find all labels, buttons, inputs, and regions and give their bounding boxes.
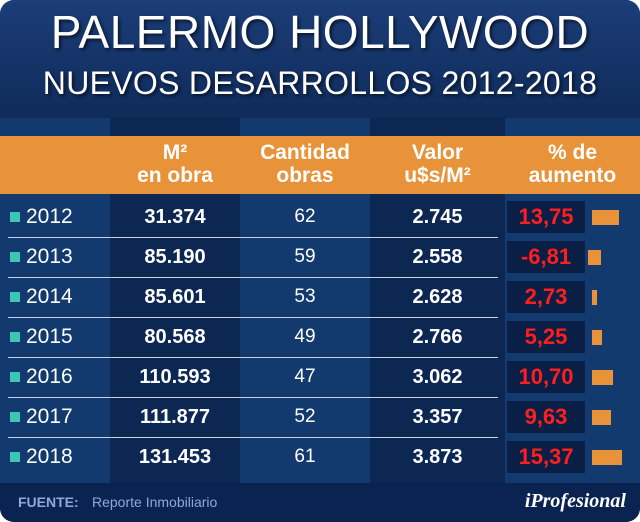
cantidad-value: 49 <box>294 326 316 347</box>
valor-value: 3.873 <box>412 446 463 468</box>
year-marker <box>10 292 20 302</box>
header-cantidad-line1: Cantidad <box>260 141 350 164</box>
row-divider <box>8 317 498 318</box>
row-divider <box>8 277 498 278</box>
year-label: 2014 <box>26 285 73 308</box>
header-m2-line1: M² <box>162 141 188 164</box>
header-m2-line2: en obra <box>137 164 213 187</box>
pct-value-box <box>507 281 585 313</box>
pct-value-box <box>507 201 585 233</box>
header-pct: % de aumento <box>505 141 640 191</box>
m2-value: 110.593 <box>139 366 211 388</box>
year-label: 2018 <box>26 445 73 468</box>
valor-value: 3.357 <box>412 406 463 428</box>
row-divider <box>8 237 498 238</box>
pct-value: 13,75 <box>518 204 574 229</box>
header-pct-line2: aumento <box>528 164 617 187</box>
year-marker <box>10 212 20 222</box>
title-area: PALERMO HOLLYWOOD NUEVOS DESARROLLOS 201… <box>0 0 640 118</box>
row-divider <box>8 437 498 438</box>
m2-value: 85.190 <box>144 246 206 268</box>
valor-value: 2.766 <box>412 326 463 348</box>
pct-value: 9,63 <box>524 404 568 429</box>
pct-bar <box>592 290 597 305</box>
pct-value: 10,70 <box>518 364 574 389</box>
header-cantidad-line2: obras <box>276 164 334 187</box>
chart-subtitle: NUEVOS DESARROLLOS 2012-2018 <box>42 65 598 101</box>
pct-value: 2,73 <box>524 284 568 309</box>
header-band <box>0 136 640 194</box>
pct-value-box <box>507 441 585 473</box>
pct-value: 5,25 <box>524 324 568 349</box>
m2-value: 85.601 <box>144 286 206 308</box>
cantidad-value: 59 <box>294 246 316 267</box>
row-divider <box>8 357 498 358</box>
pct-value-box <box>507 361 585 393</box>
pct-bar <box>592 450 622 465</box>
header-valor-line2: u$s/M² <box>404 164 471 187</box>
pct-bar <box>588 250 601 265</box>
year-label: 2017 <box>26 405 73 428</box>
m2-value: 111.877 <box>139 406 211 428</box>
chart-title: PALERMO HOLLYWOOD <box>50 6 590 58</box>
pct-value-box <box>507 401 585 433</box>
header-valor-line1: Valor <box>411 141 464 164</box>
year-marker <box>10 332 20 342</box>
valor-value: 2.628 <box>412 286 463 308</box>
source-text: Reporte Inmobiliario <box>92 494 218 510</box>
pct-value: 15,37 <box>518 444 574 469</box>
header-valor: Valor u$s/M² <box>370 141 505 191</box>
pct-bar <box>592 370 613 385</box>
pct-value-box <box>507 321 585 353</box>
year-label: 2015 <box>26 325 73 348</box>
cantidad-value: 52 <box>294 406 316 427</box>
year-marker <box>10 412 20 422</box>
valor-value: 2.558 <box>412 246 463 268</box>
cantidad-value: 62 <box>294 206 316 227</box>
pct-value-box <box>507 241 585 273</box>
year-marker <box>10 252 20 262</box>
header-m2: M² en obra <box>110 141 240 191</box>
footer <box>0 483 640 522</box>
m2-value: 31.374 <box>144 206 206 228</box>
source-label: FUENTE: <box>18 494 79 510</box>
year-marker <box>10 372 20 382</box>
cantidad-value: 53 <box>294 286 316 307</box>
header-cantidad: Cantidad obras <box>240 141 370 191</box>
pct-value: -6,81 <box>520 244 572 269</box>
pct-bar <box>592 410 611 425</box>
row-divider <box>8 397 498 398</box>
year-label: 2012 <box>26 205 73 228</box>
pct-bar <box>592 330 602 345</box>
pct-bar <box>592 210 619 225</box>
year-marker <box>10 452 20 462</box>
m2-value: 80.568 <box>144 326 206 348</box>
cantidad-value: 61 <box>294 446 316 467</box>
year-label: 2013 <box>26 245 73 268</box>
brand-logo: iProfesional <box>524 490 626 512</box>
year-label: 2016 <box>26 365 73 388</box>
m2-value: 131.453 <box>138 446 212 468</box>
header-pct-line1: % de <box>547 141 597 164</box>
cantidad-value: 47 <box>294 366 316 387</box>
valor-value: 2.745 <box>412 206 463 228</box>
valor-value: 3.062 <box>412 366 463 388</box>
